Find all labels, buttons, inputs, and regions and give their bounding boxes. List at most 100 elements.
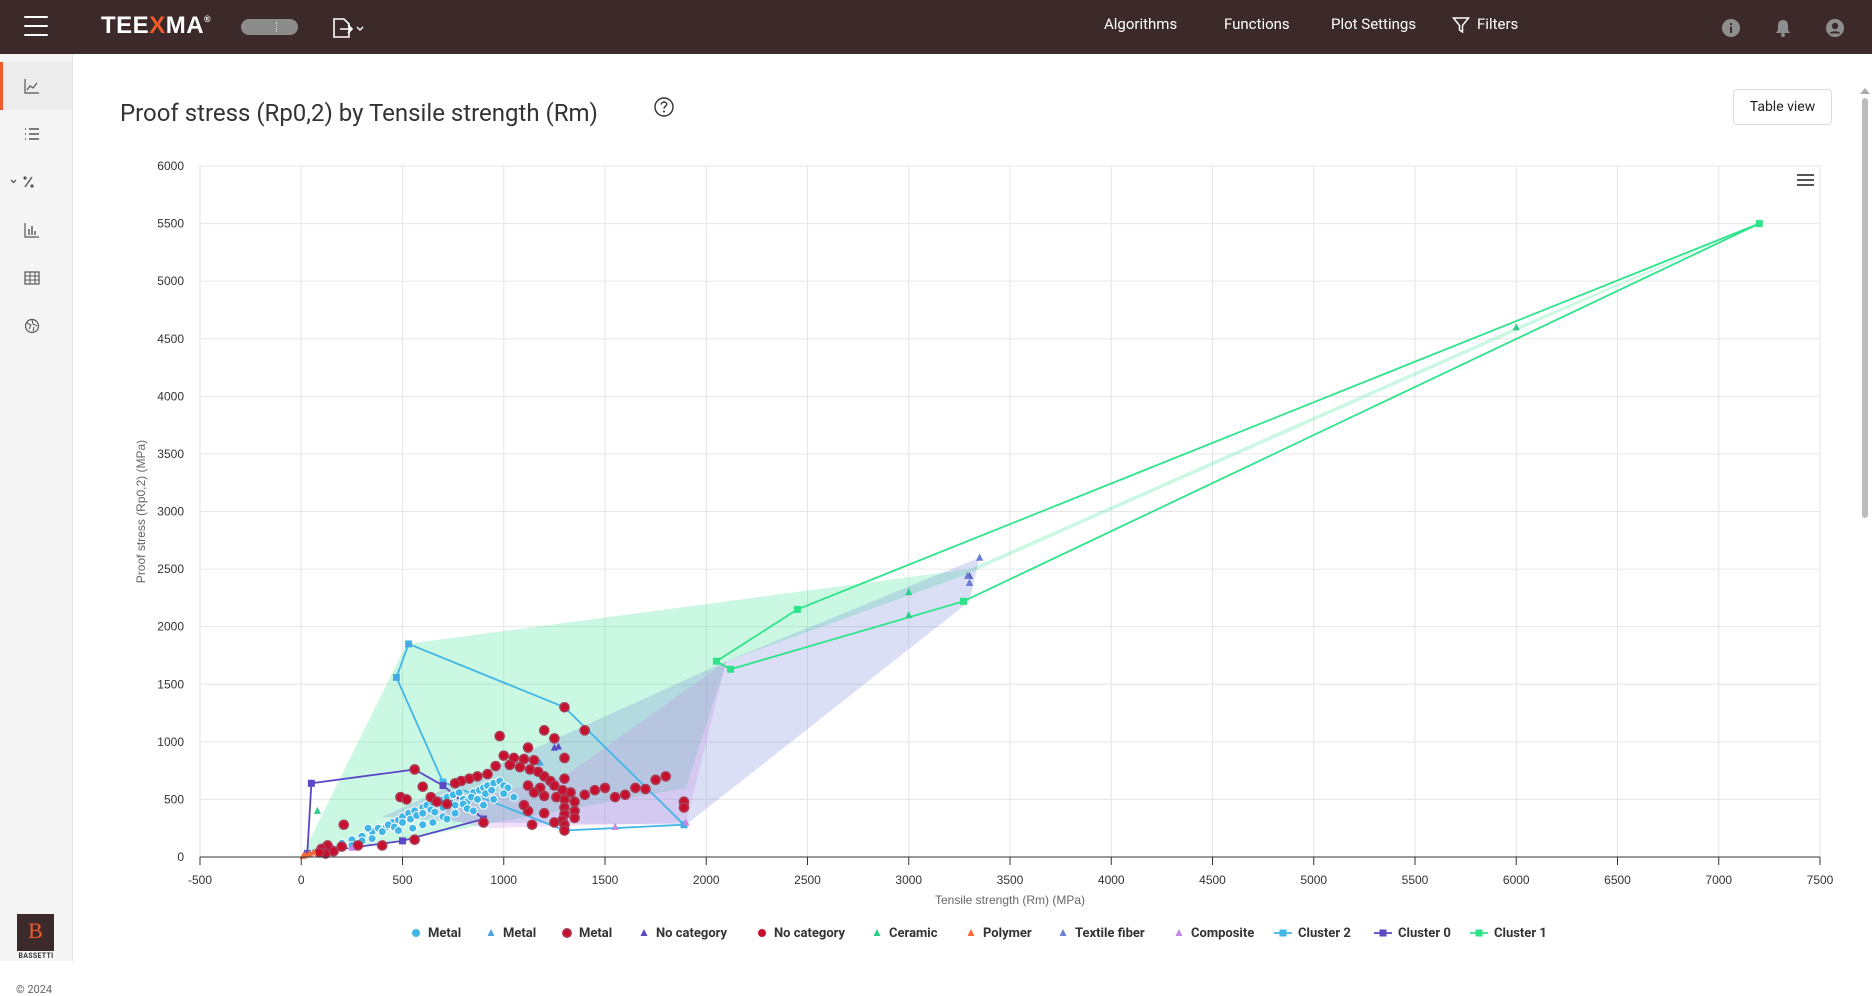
y-tick-label: 2500 — [157, 562, 184, 576]
legend-marker-icon — [561, 927, 573, 939]
data-point — [315, 848, 324, 857]
data-point — [353, 841, 362, 850]
data-point — [550, 818, 559, 827]
data-point — [451, 779, 460, 788]
legend-item[interactable]: Ceramic — [871, 926, 938, 941]
scrollbar-thumb[interactable] — [1862, 98, 1868, 518]
chart-menu-icon[interactable] — [1797, 174, 1814, 188]
legend-marker-icon — [871, 927, 883, 939]
legend-item[interactable]: Cluster 2 — [1274, 926, 1351, 941]
y-tick-label: 500 — [164, 792, 184, 806]
cluster-point — [399, 837, 406, 844]
cluster-point — [727, 666, 734, 673]
data-point — [479, 818, 488, 827]
data-point — [530, 756, 539, 765]
y-tick-label: 5000 — [157, 274, 184, 288]
data-point — [505, 760, 514, 769]
data-point — [443, 800, 452, 809]
legend-item[interactable]: No category — [638, 926, 727, 941]
legend-marker-icon — [1274, 927, 1292, 939]
data-point — [451, 801, 459, 809]
x-tick-label: 4000 — [1098, 873, 1125, 887]
legend-marker-icon — [1374, 927, 1392, 939]
data-point — [580, 726, 589, 735]
scatter-chart: -500 0 500 1000 1500 2000 2500 3000 3500 4000 4500… — [0, 0, 1872, 961]
data-point — [495, 732, 504, 741]
legend-label: Textile fiber — [1075, 926, 1145, 941]
x-tick-label: -500 — [188, 873, 212, 887]
data-point — [418, 782, 427, 791]
data-point — [520, 801, 529, 810]
data-point — [394, 827, 402, 835]
legend-item[interactable]: Metal — [485, 926, 536, 941]
legend-item[interactable]: Cluster 1 — [1470, 926, 1547, 941]
data-point — [431, 808, 439, 816]
cluster-point — [794, 606, 801, 613]
legend-label: Cluster 1 — [1494, 926, 1547, 941]
scroll-up-arrow[interactable] — [1860, 88, 1870, 94]
data-point — [451, 809, 459, 817]
data-point — [483, 770, 492, 779]
data-point — [560, 703, 569, 712]
x-tick-label: 0 — [298, 873, 305, 887]
y-tick-label: 5500 — [157, 217, 184, 231]
data-point — [976, 554, 983, 561]
x-tick-label: 4500 — [1199, 873, 1226, 887]
data-point — [337, 842, 346, 851]
legend-label: Ceramic — [889, 926, 938, 941]
legend-label: No category — [774, 926, 845, 941]
x-tick-label: 7000 — [1705, 873, 1732, 887]
legend-marker-icon — [410, 927, 422, 939]
data-point — [410, 765, 419, 774]
legend-marker-icon — [965, 927, 977, 939]
data-point — [560, 753, 569, 762]
data-point — [364, 824, 372, 832]
data-point — [601, 783, 610, 792]
data-point — [661, 772, 670, 781]
data-point — [560, 774, 569, 783]
data-point — [378, 841, 387, 850]
data-point — [469, 807, 477, 815]
data-point — [528, 820, 537, 829]
legend-item[interactable]: Cluster 0 — [1374, 926, 1451, 941]
data-point — [499, 751, 508, 760]
legend-marker-icon — [485, 927, 497, 939]
legend-marker-icon — [756, 927, 768, 939]
data-point — [419, 821, 427, 829]
legend-item[interactable]: Composite — [1173, 926, 1254, 941]
x-tick-label: 2000 — [693, 873, 720, 887]
legend-item[interactable]: No category — [756, 926, 845, 941]
legend-label: Metal — [428, 926, 461, 941]
x-tick-label: 2500 — [794, 873, 821, 887]
cluster-point — [1756, 220, 1763, 227]
data-point — [524, 743, 533, 752]
data-point — [641, 785, 650, 794]
legend-item[interactable]: Polymer — [965, 926, 1032, 941]
y-tick-label: 2000 — [157, 620, 184, 634]
data-point — [500, 790, 508, 798]
data-point — [409, 824, 417, 832]
cluster-point — [713, 658, 720, 665]
y-tick-label: 4500 — [157, 332, 184, 346]
data-point — [679, 803, 688, 812]
legend-marker-icon — [1057, 927, 1069, 939]
data-point — [419, 809, 427, 817]
data-point — [621, 790, 630, 799]
legend-label: Cluster 0 — [1398, 926, 1451, 941]
x-tick-label: 6500 — [1604, 873, 1631, 887]
legend-label: Metal — [503, 926, 536, 941]
legend-label: Cluster 2 — [1298, 926, 1351, 941]
data-point — [550, 734, 559, 743]
x-tick-label: 5500 — [1402, 873, 1429, 887]
legend-label: Metal — [579, 926, 612, 941]
y-tick-label: 0 — [177, 850, 184, 864]
legend-item[interactable]: Metal — [410, 926, 461, 941]
y-tick-label: 3000 — [157, 505, 184, 519]
x-tick-label: 500 — [392, 873, 412, 887]
data-point — [432, 797, 441, 806]
data-point — [410, 835, 419, 844]
y-axis-label: Proof stress (Rp0,2) (MPa) — [134, 440, 148, 583]
legend-item[interactable]: Metal — [561, 926, 612, 941]
data-point — [560, 826, 569, 835]
legend-item[interactable]: Textile fiber — [1057, 926, 1145, 941]
